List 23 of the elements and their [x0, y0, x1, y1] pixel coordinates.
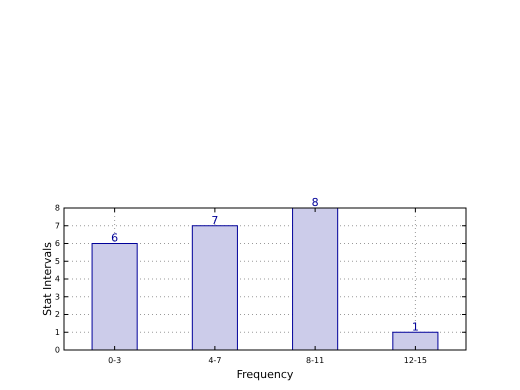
x-tick-label: 12-15 [404, 356, 427, 365]
y-tick-label: 0 [54, 346, 60, 355]
y-tick-label: 1 [54, 328, 60, 337]
data-label: 1 [412, 320, 419, 334]
bar [192, 225, 238, 350]
y-tick-label: 4 [54, 274, 60, 284]
bar [292, 208, 338, 350]
y-tick-label: 2 [54, 310, 60, 320]
y-tick-label: 6 [54, 239, 60, 248]
x-tick-label: 8-11 [306, 356, 324, 365]
data-label: 6 [111, 232, 118, 244]
data-label: 8 [312, 196, 319, 209]
y-tick-label: 3 [54, 292, 60, 302]
bar [392, 332, 438, 350]
x-axis-title: Frequency [236, 368, 294, 381]
y-axis-title: Stat Intervals [41, 242, 54, 316]
y-tick-label: 7 [54, 221, 60, 230]
y-tick-label: 8 [54, 204, 60, 213]
x-tick-label: 0-3 [108, 356, 122, 365]
data-label: 7 [211, 214, 218, 227]
y-tick-label: 5 [54, 256, 60, 266]
x-tick-label: 4-7 [208, 356, 222, 365]
bar [92, 243, 138, 350]
